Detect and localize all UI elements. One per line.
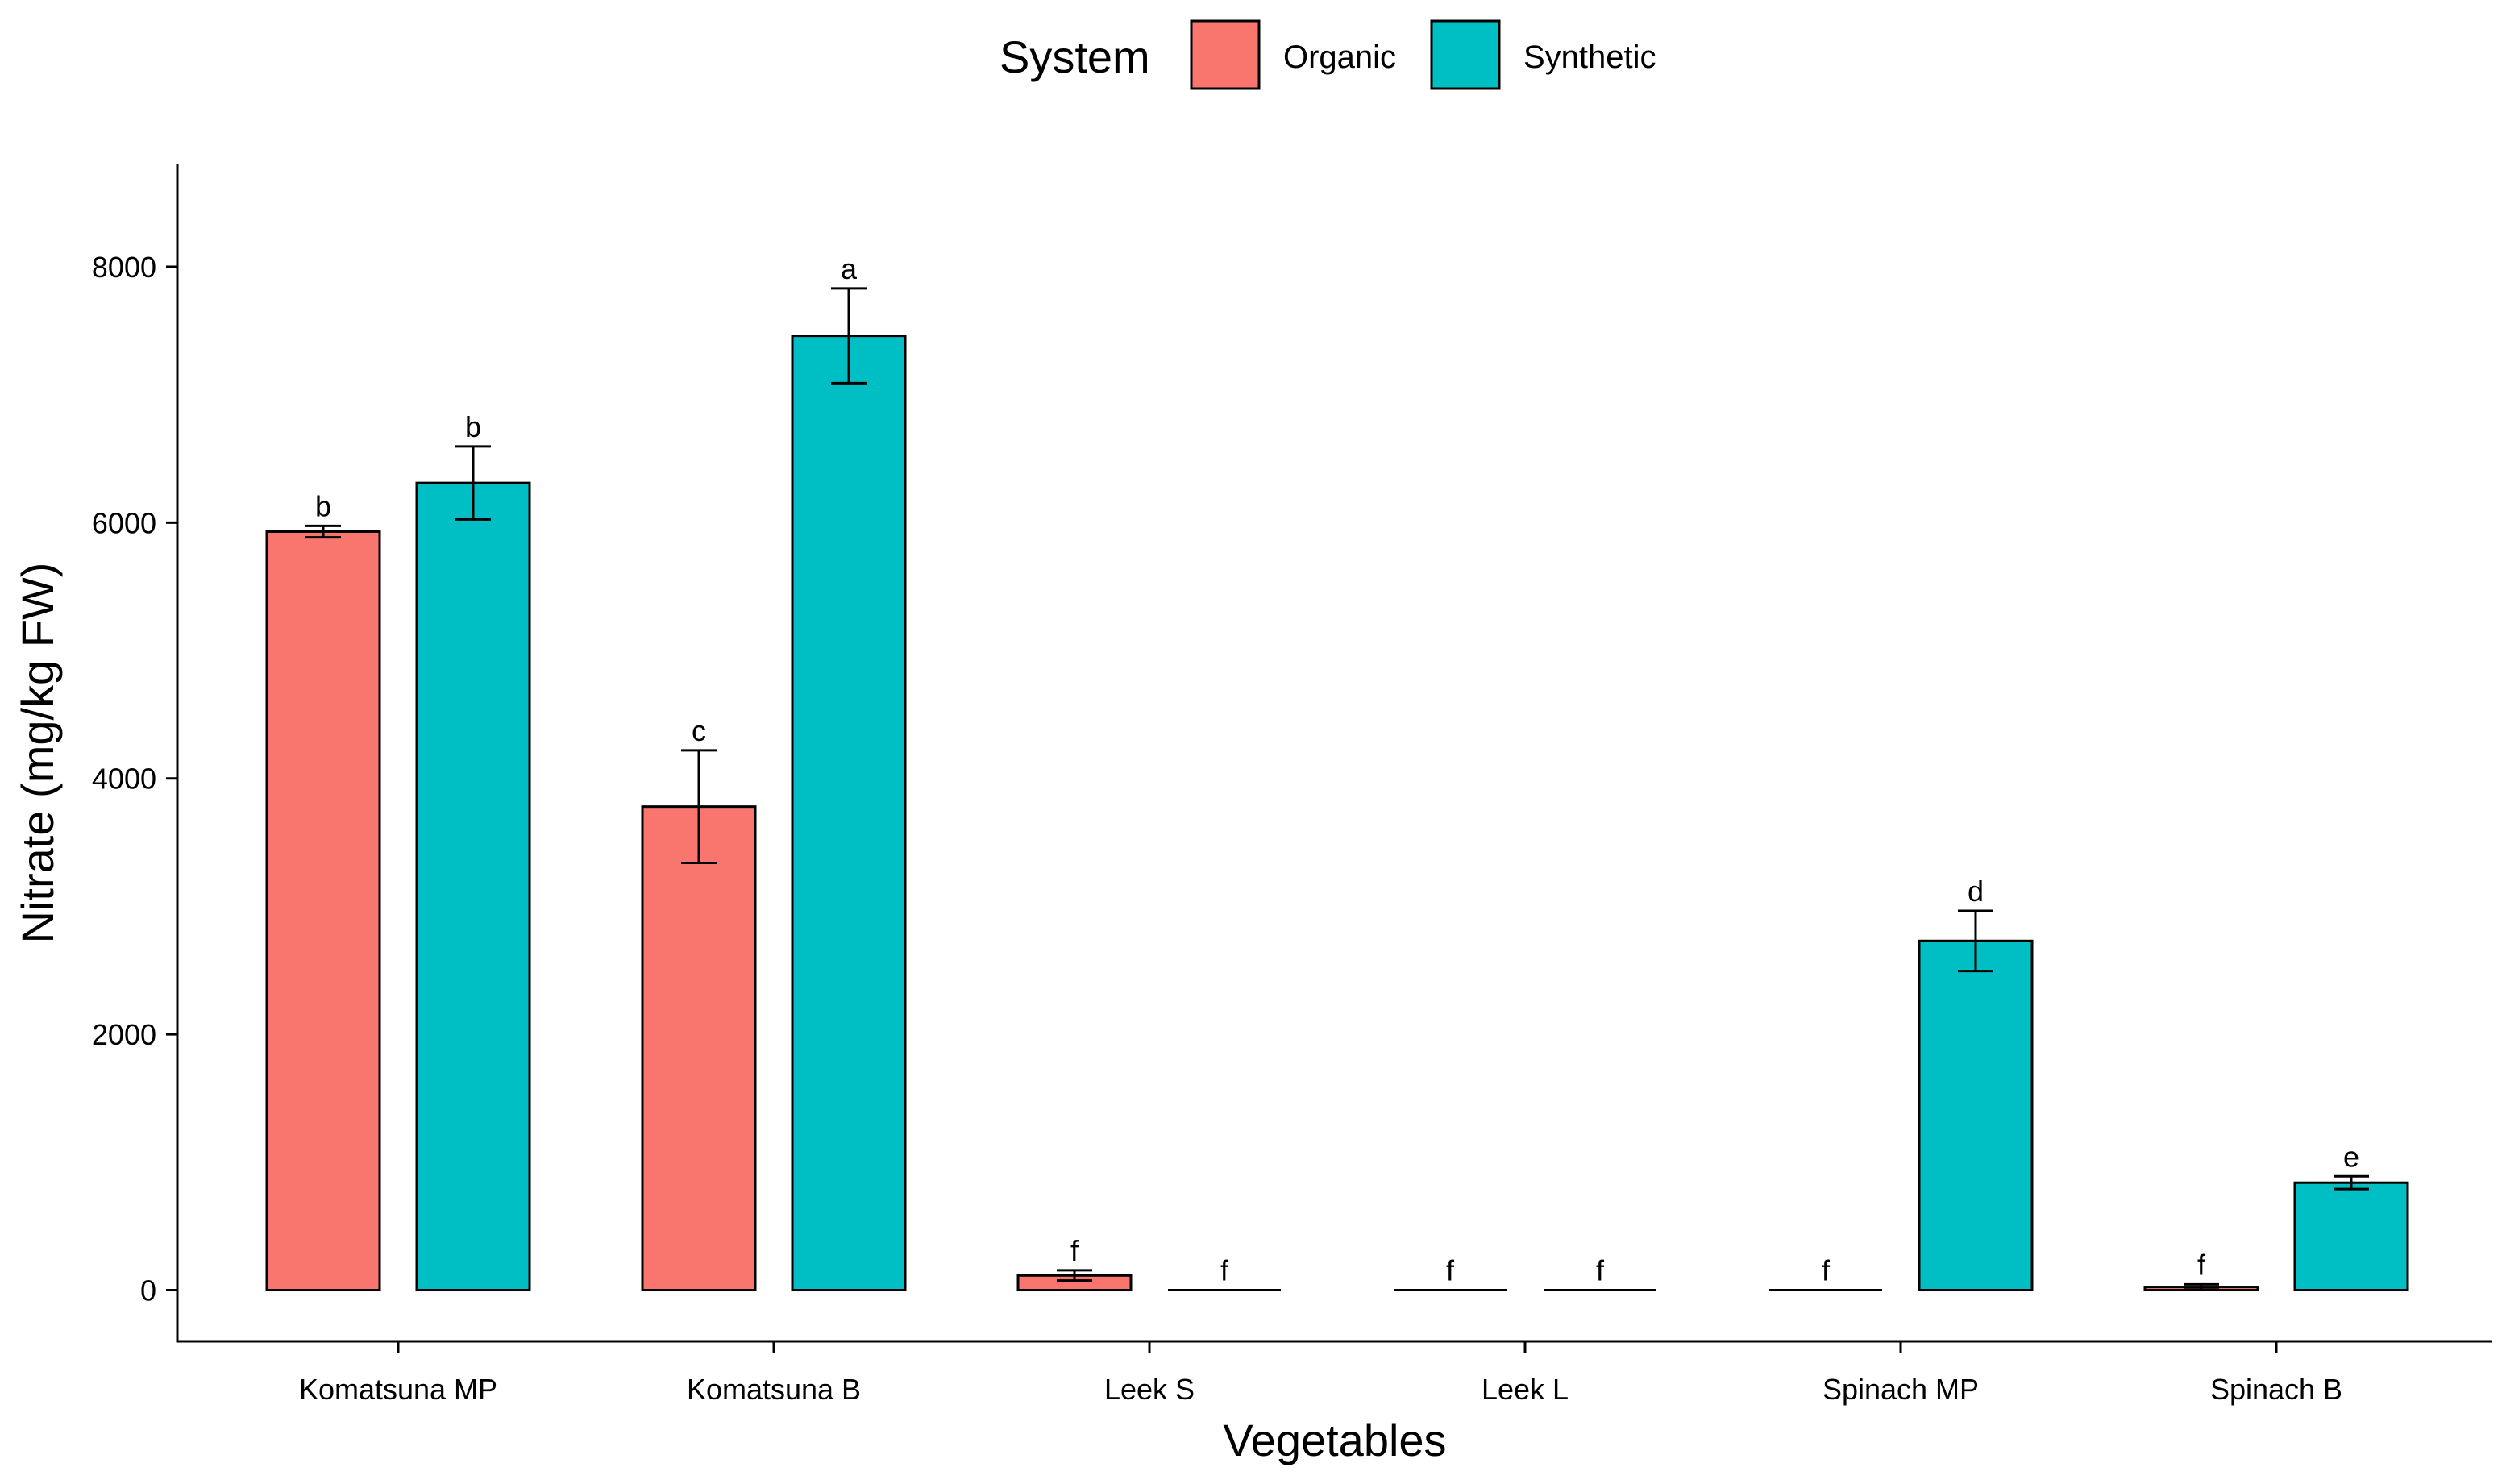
bar bbox=[791, 335, 907, 1292]
legend-label-organic: Organic bbox=[1283, 39, 1396, 75]
x-tick-label: Komatsuna B bbox=[687, 1373, 861, 1406]
axes bbox=[176, 164, 2492, 1343]
legend-title: System bbox=[1000, 31, 1150, 82]
x-ticks: Komatsuna MP Komatsuna B Leek S Leek L Spina… bbox=[299, 1341, 2342, 1406]
significance-letter: f bbox=[1070, 1234, 1079, 1267]
significance-letter: e bbox=[2343, 1140, 2359, 1173]
y-tick-label: 6000 bbox=[92, 506, 156, 539]
y-tick-label: 4000 bbox=[92, 763, 156, 796]
bar bbox=[641, 805, 757, 1292]
y-tick-label: 0 bbox=[140, 1274, 156, 1307]
significance-letter: f bbox=[1220, 1254, 1229, 1287]
x-tick-label: Leek S bbox=[1104, 1373, 1195, 1406]
y-tick-label: 8000 bbox=[92, 251, 156, 284]
significance-letters: b b c a f f f f f d f e bbox=[315, 252, 2359, 1287]
x-tick-label: Spinach B bbox=[2210, 1373, 2342, 1406]
significance-letter: f bbox=[1446, 1254, 1455, 1287]
significance-letter: c bbox=[692, 714, 706, 747]
bar bbox=[265, 530, 381, 1292]
bar bbox=[1918, 939, 2034, 1292]
significance-letter: f bbox=[1596, 1254, 1605, 1287]
x-tick-label: Spinach MP bbox=[1822, 1373, 1979, 1406]
y-tick-label: 2000 bbox=[92, 1018, 156, 1051]
significance-letter: b bbox=[465, 410, 481, 443]
significance-letter: f bbox=[2197, 1248, 2206, 1281]
x-tick-label: Komatsuna MP bbox=[299, 1373, 497, 1406]
y-axis-title: Nitrate (mg/kg FW) bbox=[12, 563, 63, 944]
bars bbox=[265, 335, 2409, 1292]
legend-label-synthetic: Synthetic bbox=[1523, 39, 1656, 75]
legend-key-synthetic bbox=[1430, 19, 1501, 90]
error-bars bbox=[305, 287, 2369, 1291]
y-ticks: 0 2000 4000 6000 8000 bbox=[92, 251, 177, 1307]
legend-key-organic bbox=[1190, 19, 1261, 90]
x-tick-label: Leek L bbox=[1482, 1373, 1569, 1406]
significance-letter: b bbox=[315, 489, 331, 522]
legend: System Organic Synthetic bbox=[1000, 19, 1656, 90]
significance-letter: a bbox=[841, 252, 858, 285]
bar bbox=[415, 481, 531, 1292]
x-axis-title: Vegetables bbox=[1223, 1415, 1446, 1465]
significance-letter: d bbox=[1968, 875, 1984, 908]
significance-letter: f bbox=[1822, 1254, 1831, 1287]
bar bbox=[2293, 1181, 2409, 1292]
